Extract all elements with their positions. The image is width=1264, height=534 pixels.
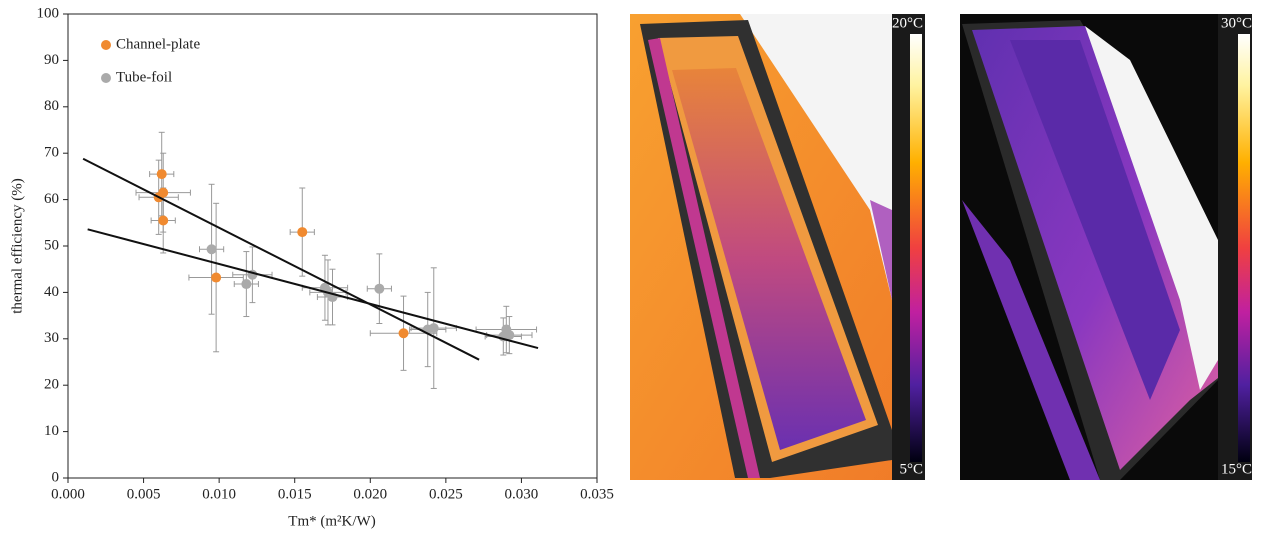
x-tick-label: 0.035 bbox=[580, 486, 614, 502]
y-tick-label: 80 bbox=[44, 98, 59, 114]
thermal-image-channel-plate: 20°C 5°C bbox=[630, 14, 925, 480]
data-point bbox=[241, 279, 252, 290]
data-point bbox=[398, 328, 409, 339]
scale-max-label: 20°C bbox=[892, 15, 923, 31]
scale-min-label: 15°C bbox=[1221, 461, 1252, 477]
y-axis-label: thermal efficiency (%) bbox=[9, 178, 25, 313]
data-point bbox=[211, 272, 222, 283]
y-tick-label: 40 bbox=[44, 284, 59, 300]
legend-label: Tube-foil bbox=[116, 69, 172, 85]
scale-min-label: 5°C bbox=[899, 461, 923, 477]
x-tick-label: 0.015 bbox=[278, 486, 312, 502]
y-tick-label: 50 bbox=[44, 237, 59, 253]
data-point bbox=[158, 215, 169, 226]
y-tick-label: 30 bbox=[44, 330, 59, 346]
data-point bbox=[374, 283, 385, 294]
thermal-image-tube-foil: 30°C 15°C bbox=[960, 14, 1252, 480]
y-tick-label: 100 bbox=[37, 5, 60, 21]
y-tick-label: 90 bbox=[44, 52, 59, 68]
legend-label: Channel-plate bbox=[116, 36, 200, 52]
x-tick-label: 0.010 bbox=[202, 486, 236, 502]
legend-marker bbox=[101, 40, 111, 50]
legend-marker bbox=[101, 73, 111, 83]
x-tick-label: 0.000 bbox=[51, 486, 85, 502]
y-tick-label: 20 bbox=[44, 377, 59, 393]
data-point bbox=[206, 244, 217, 255]
data-point bbox=[297, 227, 308, 238]
scale-max-label: 30°C bbox=[1221, 15, 1252, 31]
trend-line bbox=[82, 157, 480, 361]
y-tick-label: 10 bbox=[44, 423, 59, 439]
x-tick-label: 0.030 bbox=[505, 486, 539, 502]
data-point bbox=[504, 330, 515, 341]
x-tick-label: 0.020 bbox=[353, 486, 387, 502]
data-point bbox=[158, 187, 169, 198]
x-axis-label: Tm* (m²K/W) bbox=[288, 513, 375, 529]
y-tick-label: 0 bbox=[52, 469, 60, 485]
y-tick-label: 70 bbox=[44, 145, 59, 161]
y-tick-label: 60 bbox=[44, 191, 59, 207]
data-point bbox=[156, 169, 167, 180]
data-point bbox=[428, 323, 439, 334]
x-tick-label: 0.005 bbox=[127, 486, 161, 502]
x-tick-label: 0.025 bbox=[429, 486, 463, 502]
trend-line bbox=[87, 228, 539, 350]
